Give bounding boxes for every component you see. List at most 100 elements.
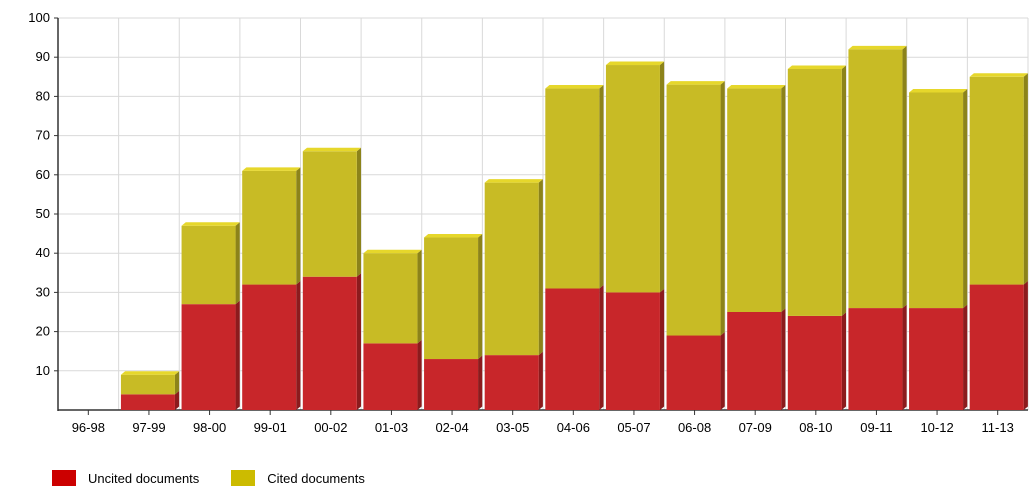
bar-side-uncited — [478, 355, 483, 410]
bar-cited — [666, 84, 721, 336]
bar-side-cited — [356, 147, 362, 277]
bar-uncited — [727, 312, 782, 410]
bar-top-face — [181, 222, 240, 226]
bar-cited — [727, 88, 782, 312]
x-tick-label: 97-99 — [132, 420, 165, 435]
bar-uncited — [545, 288, 600, 410]
bar-side-uncited — [659, 288, 665, 410]
bar-cited — [605, 65, 660, 293]
bar-uncited — [969, 284, 1024, 410]
bar-top-face — [242, 167, 301, 171]
bar-uncited — [120, 394, 175, 410]
y-tick-label: 100 — [28, 10, 50, 25]
bar-uncited — [666, 335, 721, 410]
bar-top-face — [120, 371, 180, 375]
bar-uncited — [484, 355, 539, 410]
bar-top-face — [969, 73, 1028, 77]
bar-cited — [363, 253, 418, 344]
bar-side-uncited — [538, 351, 543, 410]
x-tick-label: 01-03 — [375, 420, 408, 435]
y-tick-label: 20 — [36, 324, 50, 339]
bar-side-uncited — [781, 308, 786, 410]
x-tick-label: 07-09 — [739, 420, 772, 435]
bar-uncited — [848, 308, 903, 410]
y-tick-label: 10 — [36, 363, 50, 378]
y-tick-label: 70 — [36, 128, 50, 143]
x-tick-label: 99-01 — [254, 420, 287, 435]
bar-side-uncited — [235, 300, 240, 410]
bar-top-face — [909, 88, 968, 93]
x-tick-label: 00-02 — [314, 420, 347, 435]
bar-side-uncited — [296, 281, 301, 410]
x-tick-label: 05-07 — [617, 420, 650, 435]
bar-top-face — [848, 45, 907, 50]
bar-side-cited — [963, 88, 968, 309]
bar-side-cited — [599, 85, 604, 289]
bar-cited — [302, 151, 357, 277]
bar-side-uncited — [963, 304, 968, 410]
bar-uncited — [181, 304, 236, 410]
x-tick-label: 08-10 — [799, 420, 832, 435]
legend-label-uncited: Uncited documents — [88, 470, 200, 486]
legend-swatch-uncited — [52, 470, 76, 486]
bar-top-face — [545, 85, 604, 89]
bar-side-uncited — [599, 284, 604, 410]
bar-top-face — [666, 81, 725, 85]
bar-side-uncited — [356, 273, 362, 410]
y-tick-label: 60 — [36, 167, 50, 182]
bar-top-face — [605, 61, 665, 66]
bar-uncited — [787, 315, 842, 410]
x-tick-label: 09-11 — [860, 420, 892, 435]
x-tick-label: 11-13 — [982, 420, 1014, 435]
bar-uncited — [424, 359, 479, 410]
stacked-bar-chart: 10 20 30 40 50 60 70 80 90 100 96-98 97-99 98-00 99-0… — [28, 10, 1029, 435]
bar-side-cited — [296, 167, 301, 285]
bar-uncited — [605, 292, 660, 410]
bar-side-cited — [478, 234, 483, 360]
bar-side-cited — [538, 179, 543, 356]
bar-uncited — [242, 284, 297, 410]
bar-side-cited — [841, 65, 847, 316]
x-tick-label: 02-04 — [435, 420, 468, 435]
bar-side-uncited — [902, 304, 907, 410]
bar-side-cited — [417, 249, 422, 344]
bar-side-uncited — [417, 339, 422, 410]
bar-top-face — [302, 147, 362, 152]
bar-side-uncited — [720, 332, 725, 410]
bar-cited — [787, 68, 842, 316]
bar-cited — [545, 88, 600, 289]
bar-side-cited — [1023, 73, 1028, 285]
x-tick-label: 03-05 — [496, 420, 529, 435]
legend-item-cited[interactable]: Cited documents — [231, 470, 365, 486]
bar-side-cited — [781, 85, 786, 312]
bar-side-cited — [720, 81, 725, 336]
y-tick-label: 40 — [36, 245, 50, 260]
y-tick-label: 80 — [36, 88, 50, 103]
bar-uncited — [909, 308, 964, 410]
bar-side-cited — [659, 61, 665, 293]
bar-cited — [120, 374, 175, 395]
x-tick-label: 04-06 — [557, 420, 590, 435]
bar-cited — [848, 49, 903, 309]
bar-uncited — [363, 343, 418, 410]
legend-item-uncited[interactable]: Uncited documents — [52, 470, 199, 486]
x-tick-label: 06-08 — [678, 420, 711, 435]
bar-side-cited — [174, 371, 180, 395]
y-tick-label: 50 — [36, 206, 50, 221]
bar-cited — [181, 225, 236, 305]
x-tick-label: 10-12 — [920, 420, 953, 435]
bar-cited — [424, 237, 479, 360]
y-tick-label: 30 — [36, 284, 50, 299]
legend-label-cited: Cited documents — [267, 470, 365, 486]
y-tick-label: 90 — [36, 49, 50, 64]
bar-side-cited — [235, 222, 240, 305]
bar-cited — [484, 182, 539, 356]
x-tick-label: 98-00 — [193, 420, 226, 435]
bar-side-uncited — [1023, 281, 1028, 410]
bar-uncited — [302, 276, 357, 410]
bar-cited — [969, 76, 1024, 285]
bar-side-cited — [902, 45, 907, 309]
bar-top-face — [787, 65, 847, 69]
legend: Uncited documents Cited documents — [52, 470, 397, 486]
